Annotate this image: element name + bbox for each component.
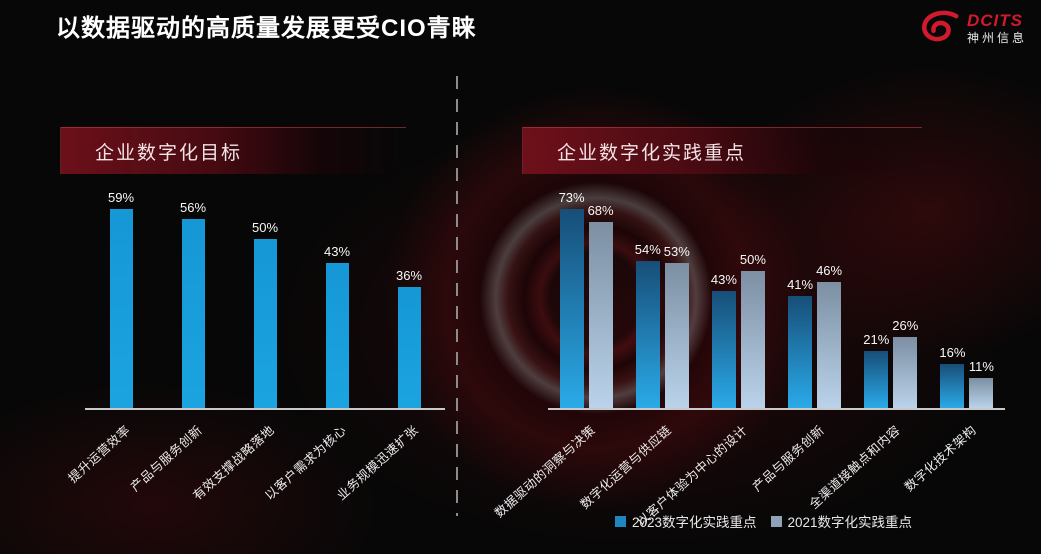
bar: 21% [863,332,889,408]
chart-column: 73% 68% [548,188,624,408]
chart-column: 50% [229,188,301,408]
page-title: 以数据驱动的高质量发展更受CIO青睐 [56,15,477,42]
brand-name: DCITS [966,11,1023,30]
legend-label-2021: 2021数字化实践重点 [787,515,913,530]
bar-value-label: 53% [663,244,690,259]
bar-group: 54% 53% [635,242,690,408]
bar-value-label: 56% [179,200,207,215]
bar-group: 41% 46% [787,263,842,408]
bar-value-label: 59% [107,190,135,205]
legend-item-2021: 2021数字化实践重点 [770,511,913,531]
chart-column: 56% [157,188,229,408]
legend-label-2023: 2023数字化实践重点 [631,515,757,530]
bar: 41% [787,277,813,408]
bar: 68% [588,203,614,408]
bar-value-label: 68% [587,203,614,218]
goals-bar-chart: 59% 56% 50% 43% 36% 提升运营效率 产品与服务创新 有效支撑战略落地 以客户… [66,188,445,518]
bar-value-label: 11% [968,359,994,374]
bar: 54% [635,242,661,408]
goals-chart-category-labels: 提升运营效率 产品与服务创新 有效支撑战略落地 以客户需求为核心 业务规模迅速扩张 [66,410,445,518]
logo: DCITS 神州信息 [917,8,1027,48]
chart-column: 43% [301,188,373,408]
chart-column: 36% [373,188,445,408]
bar-group: 43% 50% [711,252,766,408]
practices-chart-plot: 73% 68% 54% 53% 43% 50% 41% 46% 21% 26% 16% 11% [548,188,1005,410]
legend-swatch-2023-icon [614,515,626,527]
bar-group: 16% 11% [939,345,994,408]
bar: 53% [664,244,690,408]
bar: 16% [939,345,965,408]
dcits-swirl-icon [922,10,959,42]
legend-item-2023: 2023数字化实践重点 [614,511,757,531]
chart-column: 54% 53% [624,188,700,408]
bar-value-label: 54% [634,242,661,257]
bar-value-label: 43% [323,244,351,259]
bar-value-label: 43% [710,272,737,287]
chart-legend: 2023数字化实践重点 2021数字化实践重点 [522,511,1005,531]
bar: 36% [396,268,422,408]
bar: 11% [969,359,994,408]
chart-column: 43% 50% [700,188,776,408]
legend-swatch-2021-icon [770,515,782,527]
bar: 43% [324,244,350,408]
left-section-header: 企业数字化目标 [60,127,406,174]
bar-value-label: 36% [395,268,423,283]
goals-chart-plot: 59% 56% 50% 43% 36% [85,188,445,410]
bar: 50% [740,252,766,408]
bar-value-label: 73% [558,190,585,205]
bar-group: 73% 68% [559,190,614,408]
bar: 73% [559,190,585,408]
bar-value-label: 50% [251,220,279,235]
bar: 26% [892,318,918,408]
category-label: 提升运营效率 [65,422,134,486]
category-cell: 业务规模迅速扩张 [334,410,445,518]
bar: 56% [180,200,206,408]
category-cell: 数字化技术架构 [902,410,1005,518]
chart-column: 16% 11% [929,188,1005,408]
bar: 46% [816,263,842,408]
practices-chart-category-labels: 数据驱动的洞察与决策 数字化运营与供应链 以客户体验为中心的设计 产品与服务创新 全渠道… [492,410,1005,529]
chart-column: 21% 26% [853,188,929,408]
practices-bar-chart: 73% 68% 54% 53% 43% 50% 41% 46% 21% 26% 16% 11% 数据驱… [492,188,1005,529]
bar-group: 21% 26% [863,318,918,408]
bar-value-label: 46% [816,263,843,278]
bar-value-label: 26% [892,318,919,333]
bar: 50% [252,220,278,408]
section-divider [456,76,458,516]
chart-column: 59% [85,188,157,408]
company-name: 神州信息 [966,31,1027,45]
bar-value-label: 21% [863,332,890,347]
bar-value-label: 41% [787,277,814,292]
bar-value-label: 50% [739,252,766,267]
right-section-header: 企业数字化实践重点 [522,127,922,174]
bar: 59% [108,190,134,408]
chart-column: 41% 46% [777,188,853,408]
bar: 43% [711,272,737,408]
bar-value-label: 16% [939,345,966,360]
